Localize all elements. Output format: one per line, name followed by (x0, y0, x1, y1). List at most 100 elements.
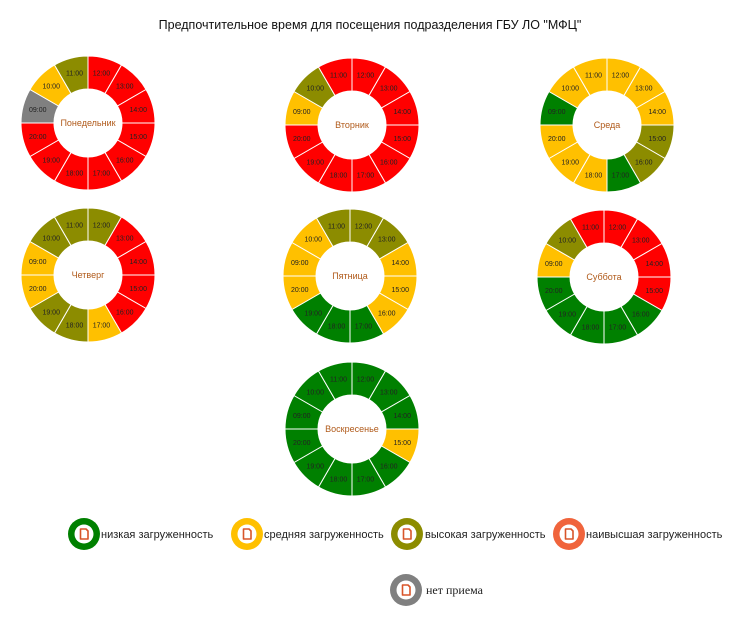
segment-time-label: 10:00 (304, 237, 322, 244)
segment-time-label: 19:00 (558, 311, 576, 318)
segment-time-label: 20:00 (29, 286, 47, 293)
segment-time-label: 20:00 (29, 134, 47, 141)
segment-time-label: 17:00 (93, 323, 111, 330)
document-icon (401, 584, 411, 596)
legend-label: средняя загруженность (264, 529, 384, 541)
segment-time-label: 16:00 (116, 309, 134, 316)
legend-item-none: нет приема (390, 574, 484, 606)
legend-marker-hole (397, 524, 417, 544)
segment-time-label: 19:00 (304, 310, 322, 317)
segment-time-label: 13:00 (380, 86, 398, 93)
segment-time-label: 17:00 (612, 173, 630, 180)
segment-time-label: 19:00 (306, 463, 324, 470)
segment-time-label: 10:00 (306, 86, 324, 93)
segment-time-label: 17:00 (357, 173, 375, 180)
donut-3: 12:00 13:00 14:00 15:00 16:00 17:00 18:00 19:00… (539, 57, 675, 193)
segment-time-label: 11:00 (66, 222, 83, 229)
legend-item-low: низкая загруженность (68, 518, 214, 550)
document-icon (402, 528, 412, 540)
legend-item-highest: наивысшая загруженность (553, 518, 723, 550)
day-label: Суббота (586, 272, 621, 282)
segment-time-label: 18:00 (66, 171, 84, 178)
segment-time-label: 12:00 (357, 376, 375, 383)
segment-time-label: 11:00 (330, 376, 347, 383)
segment-time-label: 12:00 (355, 223, 373, 230)
segment-time-label: 14:00 (391, 260, 409, 267)
donut-segment (569, 209, 605, 249)
donut-segment (317, 361, 353, 401)
document-icon (79, 528, 89, 540)
segment-time-label: 15:00 (393, 440, 411, 447)
legend-marker-hole (237, 524, 257, 544)
day-label: Вторник (335, 120, 369, 130)
segment-time-label: 12:00 (357, 72, 375, 79)
legend-item-medium: средняя загруженность (231, 518, 384, 550)
legend: низкая загруженность средняя загруженност… (68, 518, 723, 606)
segment-time-label: 13:00 (380, 390, 398, 397)
segment-time-label: 13:00 (635, 86, 653, 93)
segment-time-label: 20:00 (293, 440, 311, 447)
segment-time-label: 15:00 (393, 136, 411, 143)
segment-time-label: 20:00 (545, 288, 563, 295)
legend-item-high: высокая загруженность (391, 518, 546, 550)
donut-4: 12:00 13:00 14:00 15:00 16:00 17:00 18:00 19:00… (20, 207, 156, 343)
segment-time-label: 09:00 (548, 109, 566, 116)
segment-time-label: 14:00 (393, 413, 411, 420)
segment-time-label: 09:00 (29, 107, 47, 114)
segment-time-label: 12:00 (612, 72, 630, 79)
segment-time-label: 19:00 (42, 309, 60, 316)
donut-2: 12:00 13:00 14:00 15:00 16:00 17:00 18:00 19:00… (284, 57, 420, 193)
segment-time-label: 15:00 (129, 134, 147, 141)
segment-time-label: 15:00 (391, 287, 409, 294)
segment-time-label: 14:00 (129, 259, 147, 266)
segment-time-label: 16:00 (380, 159, 398, 166)
segment-time-label: 12:00 (93, 70, 111, 77)
document-icon (564, 528, 574, 540)
donut-segment (53, 55, 89, 95)
segment-time-label: 09:00 (29, 259, 47, 266)
segment-time-label: 16:00 (635, 159, 653, 166)
segment-time-label: 12:00 (609, 224, 627, 231)
segment-time-label: 09:00 (293, 109, 311, 116)
segment-time-label: 18:00 (585, 173, 603, 180)
day-label: Четверг (72, 270, 106, 280)
segment-time-label: 17:00 (357, 477, 375, 484)
day-label: Воскресенье (325, 424, 379, 434)
segment-time-label: 20:00 (293, 136, 311, 143)
segment-time-label: 11:00 (582, 224, 599, 231)
segment-time-label: 13:00 (632, 238, 650, 245)
segment-time-label: 11:00 (66, 70, 83, 77)
segment-time-label: 14:00 (645, 261, 663, 268)
segment-time-label: 16:00 (632, 311, 650, 318)
segment-time-label: 10:00 (561, 86, 579, 93)
document-icon (242, 528, 252, 540)
donut-segment (315, 208, 351, 248)
segment-time-label: 16:00 (378, 310, 396, 317)
legend-marker-hole (396, 580, 416, 600)
donut-1: 12:00 13:00 14:00 15:00 16:00 17:00 18:00 19:00… (20, 55, 156, 191)
segment-time-label: 12:00 (93, 222, 111, 229)
segment-time-label: 10:00 (42, 236, 60, 243)
legend-label: нет приема (426, 583, 484, 597)
legend-marker-hole (74, 524, 94, 544)
chart-title: Предпочтительное время для посещения под… (159, 18, 582, 32)
segment-time-label: 17:00 (355, 324, 373, 331)
legend-label: наивысшая загруженность (586, 529, 723, 541)
legend-label: высокая загруженность (425, 529, 546, 541)
segment-time-label: 11:00 (330, 72, 347, 79)
donut-segment (317, 57, 353, 97)
segment-time-label: 15:00 (648, 136, 666, 143)
segment-time-label: 14:00 (129, 107, 147, 114)
segment-time-label: 10:00 (558, 238, 576, 245)
segment-time-label: 13:00 (116, 84, 134, 91)
segment-time-label: 13:00 (116, 236, 134, 243)
segment-time-label: 20:00 (291, 287, 309, 294)
segment-time-label: 09:00 (293, 413, 311, 420)
day-label: Среда (594, 120, 621, 130)
segment-time-label: 11:00 (585, 72, 602, 79)
segment-time-label: 18:00 (330, 477, 348, 484)
day-label: Пятница (332, 271, 368, 281)
segment-time-label: 13:00 (378, 237, 396, 244)
segment-time-label: 18:00 (328, 324, 346, 331)
donut-7: 12:00 13:00 14:00 15:00 16:00 17:00 18:00 19:00… (284, 361, 420, 497)
